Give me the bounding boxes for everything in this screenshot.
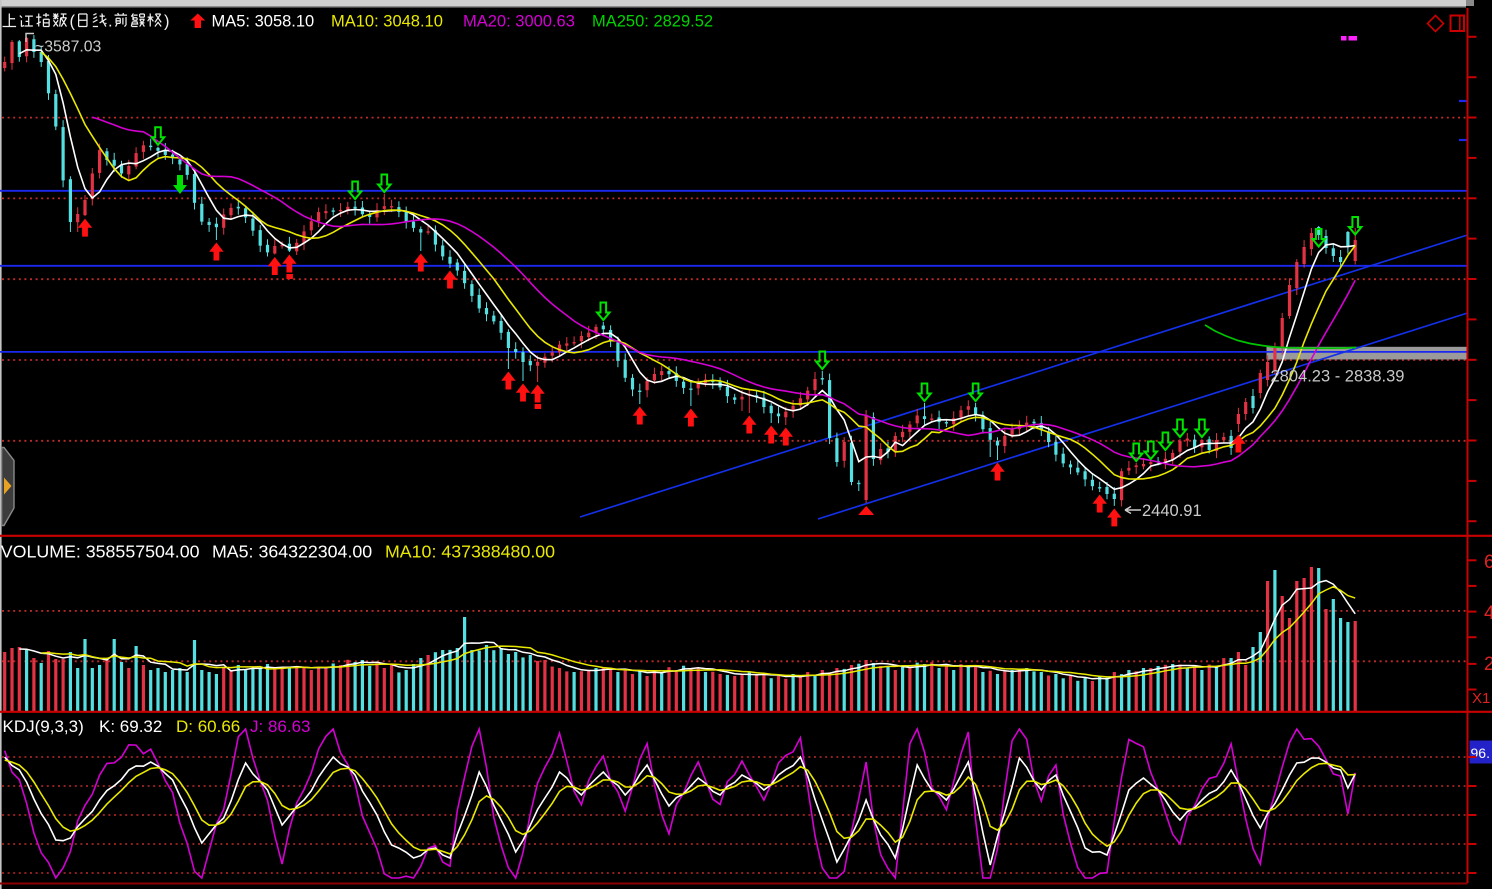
svg-text:MA10: 437388480.00: MA10: 437388480.00 <box>385 542 555 562</box>
svg-text:X1: X1 <box>1472 690 1490 707</box>
svg-text:K: 69.32: K: 69.32 <box>99 717 162 736</box>
svg-text:MA5: 364322304.00: MA5: 364322304.00 <box>212 542 372 562</box>
svg-text:2: 2 <box>1484 654 1492 675</box>
svg-text:D: 60.66: D: 60.66 <box>176 717 240 736</box>
svg-text:.: . <box>108 13 113 31</box>
svg-text:MA10: 3048.10: MA10: 3048.10 <box>331 13 443 31</box>
svg-text:~3587.03: ~3587.03 <box>35 39 102 56</box>
svg-text:J: 86.63: J: 86.63 <box>250 717 311 736</box>
svg-text:96.: 96. <box>1471 745 1490 761</box>
svg-text:2440.91: 2440.91 <box>1142 502 1202 520</box>
svg-text:MA20: 3000.63: MA20: 3000.63 <box>463 13 575 31</box>
svg-text:MA250: 2829.52: MA250: 2829.52 <box>592 13 713 31</box>
svg-text:(: ( <box>70 13 76 31</box>
svg-text:VOLUME: 358557504.00: VOLUME: 358557504.00 <box>1 542 200 562</box>
svg-text:MA5: 3058.10: MA5: 3058.10 <box>212 13 315 31</box>
svg-text:2804.23 - 2838.39: 2804.23 - 2838.39 <box>1271 368 1405 386</box>
svg-text:4: 4 <box>1484 603 1492 624</box>
svg-text:KDJ(9,3,3): KDJ(9,3,3) <box>3 717 84 736</box>
svg-text:6: 6 <box>1484 552 1492 573</box>
svg-text:): ) <box>164 13 170 31</box>
